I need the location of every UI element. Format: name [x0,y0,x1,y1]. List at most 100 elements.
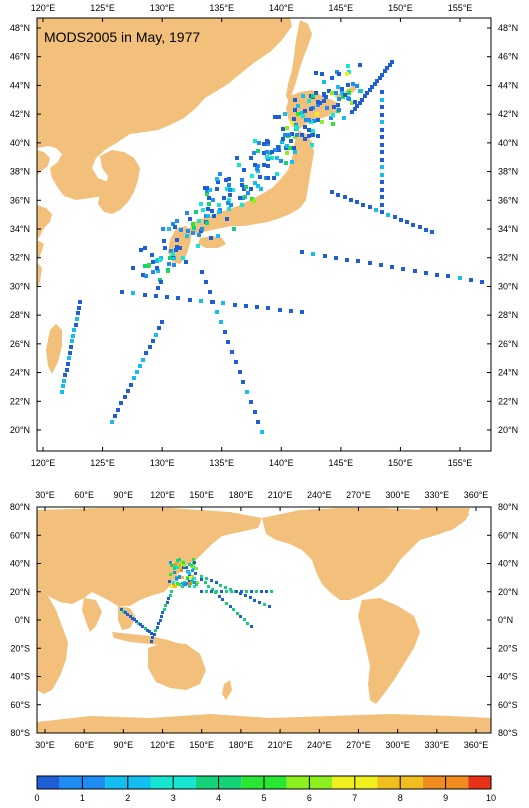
observation-cell [266,164,270,168]
observation-cell [226,340,230,344]
observation-cell [270,150,274,154]
observation-cell [233,303,237,307]
observation-cell [167,597,170,600]
observation-cell [119,401,123,405]
observation-cell [132,376,136,380]
observation-cell [307,118,311,122]
observation-cell [256,164,260,168]
observation-cell [60,390,64,394]
observation-cell [337,108,341,112]
observation-cell [347,97,351,101]
regional-lat-label: 20°N [10,425,30,435]
new-zealand [222,680,232,700]
colorbar-swatch [264,776,287,789]
observation-cell [189,576,192,579]
global-lat-label: 80°N [10,502,30,512]
observation-cell [177,563,180,566]
observation-cell [161,227,165,231]
observation-cell [250,590,253,593]
observation-cell [124,611,127,614]
observation-cell [70,339,74,343]
observation-cell [380,90,384,94]
observation-cell [185,582,188,585]
observation-cell [110,420,114,424]
observation-cell [334,91,338,95]
observation-cell [330,76,334,80]
observation-cell [345,258,349,262]
observation-cell [336,85,340,89]
observation-cell [131,617,134,620]
global-lon-label: 30°E [35,740,55,750]
observation-cell [205,590,208,593]
observation-cell [285,144,289,148]
observation-cell [296,104,300,108]
observation-cell [172,581,175,584]
observation-cell [281,137,285,141]
observation-cell [343,195,347,199]
regional-lon-label: 140°E [269,3,294,13]
regional-lon-label: 150°E [388,3,413,13]
observation-cell [430,230,434,234]
global-lon-label: 300°E [385,740,410,750]
observation-cell [174,565,177,568]
observation-cell [363,94,367,98]
regional-lat-label: 40°N [10,138,30,148]
colorbar-tick-label: 2 [125,793,130,803]
observation-cell [227,177,231,181]
global-lat-label: 0°N [15,615,30,625]
observation-cell [255,167,259,171]
observation-cell [181,256,185,260]
observation-cell [347,91,351,95]
china-east-coast [37,240,44,290]
regional-map: MODS2005 in May, 1977 120°E 125°E 130°E 135… [10,3,518,468]
observation-cell [365,91,369,95]
observation-cell [405,220,409,224]
global-lon-label: 120°E [150,740,175,750]
global-lon-labels-bottom: 30°E 60°E 90°E 120°E 150°E 180°E 210°E 240°E 270… [35,729,488,750]
observation-cell [236,612,239,615]
observation-cell [176,559,179,562]
observation-cell [353,107,357,111]
observation-cell [380,188,384,192]
observation-cell [215,310,219,314]
observation-cell [193,585,196,588]
observation-cell [380,143,384,147]
observation-cell [375,79,379,83]
colorbar-swatch [445,776,469,789]
global-lon-label: 30°E [35,490,55,500]
indonesia [112,632,180,646]
observation-cell [162,239,166,243]
observation-cell [331,113,335,117]
taiwan [46,324,62,374]
observation-cell [228,193,232,197]
observation-cell [230,350,234,354]
observation-cell [378,76,382,80]
observation-cell [182,566,185,569]
observation-cell [135,620,138,623]
observation-cell [215,590,218,593]
global-lat-label: 40°N [498,559,518,569]
observation-cell [212,214,216,218]
global-lat-label: 20°N [10,587,30,597]
observation-cell [173,567,176,570]
observation-cell [227,183,231,187]
colorbar-tick-label: 8 [398,793,403,803]
observation-cell [222,196,226,200]
observation-cell [170,585,173,588]
global-lon-label: 90°E [114,740,134,750]
observation-cell [330,91,334,95]
observation-cell [255,590,258,593]
observation-cell [181,576,184,579]
observation-cell [170,564,173,567]
regional-lat-label: 42°N [10,109,30,119]
regional-lat-label: 30°N [498,281,518,291]
observation-cell [316,100,320,104]
observation-cell [424,228,428,232]
observation-cell [66,362,70,366]
observation-cell [205,186,209,190]
observation-cell [288,146,292,150]
regional-lat-label: 26°N [498,339,518,349]
observation-cell [204,280,208,284]
colorbar-swatch [422,776,446,789]
observation-cell [380,98,384,102]
